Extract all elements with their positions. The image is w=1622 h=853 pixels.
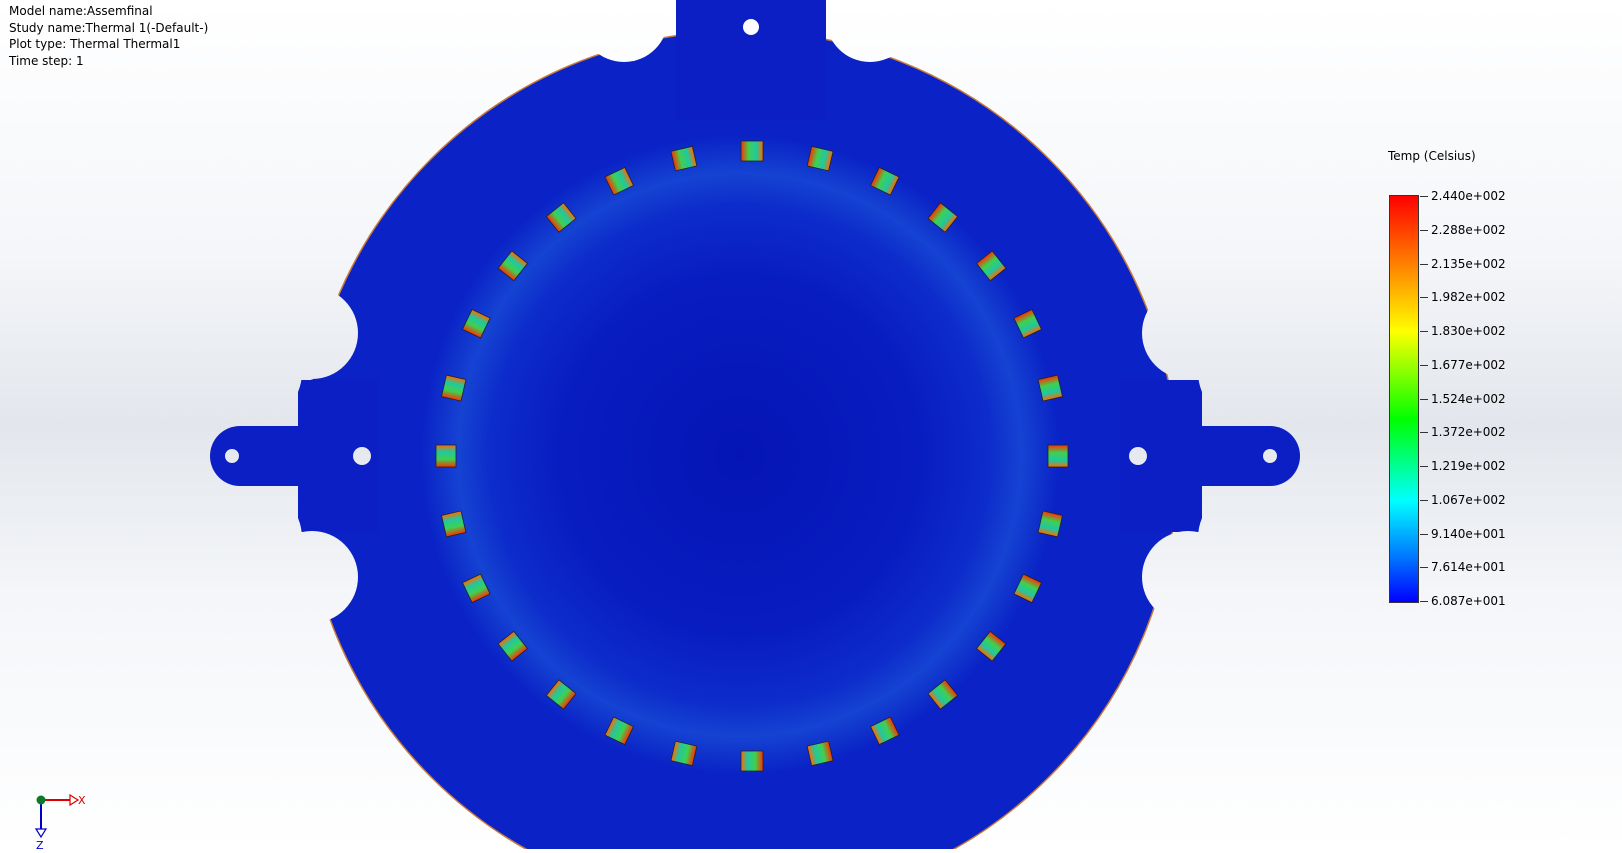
plate-body [210,0,1300,849]
study-name: Study name:Thermal 1(-Default-) [9,20,209,35]
legend-tick-label: 6.087e+001 [1431,594,1506,608]
legend-tick-label: 1.830e+002 [1431,324,1506,338]
heat-source-block [545,679,577,710]
heat-source-block [461,308,491,339]
legend-tick-label: 1.219e+002 [1431,459,1506,473]
legend-tick [1420,432,1428,434]
legend-title: Temp (Celsius) [1388,149,1476,163]
triad-x-label: X [78,794,86,807]
color-bar [1389,195,1419,603]
legend-tick [1420,229,1428,231]
heat-source-block [497,250,529,282]
legend-tick [1420,297,1428,299]
heat-source-block [975,630,1007,662]
legend-tick-label: 1.372e+002 [1431,425,1506,440]
heat-source-block [441,510,467,538]
legend-tick [1420,398,1428,400]
legend-tick [1420,196,1428,197]
legend-tick [1420,499,1428,501]
heat-source-block [870,716,900,746]
heat-source-block [1047,444,1069,468]
heat-source-block [545,202,577,233]
heat-source-block [670,740,698,767]
heat-source-block [604,716,634,746]
legend-tick [1420,601,1428,602]
time-step: Time step: 1 [9,53,84,68]
heat-source-block [870,166,900,196]
legend-tick-label: 2.440e+002 [1431,189,1506,203]
legend-tick [1420,533,1428,535]
heat-source-block [927,202,959,233]
heat-source-block [1037,510,1063,538]
legend-tick [1420,263,1428,265]
legend-tick [1420,364,1428,366]
heat-source-block [1037,374,1063,402]
legend-tick-label: 9.140e+001 [1431,526,1506,541]
legend-tick-label: 1.677e+002 [1431,357,1506,372]
legend-tick-label: 1.067e+002 [1431,492,1506,507]
legend-tick-label: 2.135e+002 [1431,256,1506,271]
heat-source-block [670,145,698,172]
heat-source-block [806,740,834,767]
heat-source-block [441,374,467,402]
heat-source-block [806,145,834,172]
heat-source-ring [435,140,1069,772]
triad-z-label: Z [36,839,44,852]
heat-source-block [1013,573,1043,604]
study-info-panel: Model name:Assemfinal Study name:Thermal… [9,3,208,69]
legend-tick [1420,567,1428,569]
heat-source-block [927,679,959,710]
triad-icon [34,793,80,839]
plot-type: Plot type: Thermal Thermal1 [9,37,181,52]
legend-tick [1420,466,1428,467]
heat-source-block [497,630,529,662]
heat-source-block [461,573,491,604]
legend-tick [1420,331,1428,332]
legend-tick-label: 1.982e+002 [1431,290,1506,305]
heat-source-block [975,250,1007,282]
heat-source-block [435,444,457,468]
heat-source-block [740,750,764,772]
legend-tick-label: 2.288e+002 [1431,222,1506,237]
legend-tick-label: 7.614e+001 [1431,560,1506,575]
legend-tick-label: 1.524e+002 [1431,391,1506,406]
heat-source-block [604,166,634,196]
heat-source-block [740,140,764,162]
model-name: Model name:Assemfinal [9,4,153,18]
reference-triad[interactable]: X Z [28,785,98,852]
heat-source-block [1013,308,1043,339]
temperature-legend[interactable]: Temp (Celsius) 2.440e+002 2.288e+002 2.135… [1388,145,1588,615]
